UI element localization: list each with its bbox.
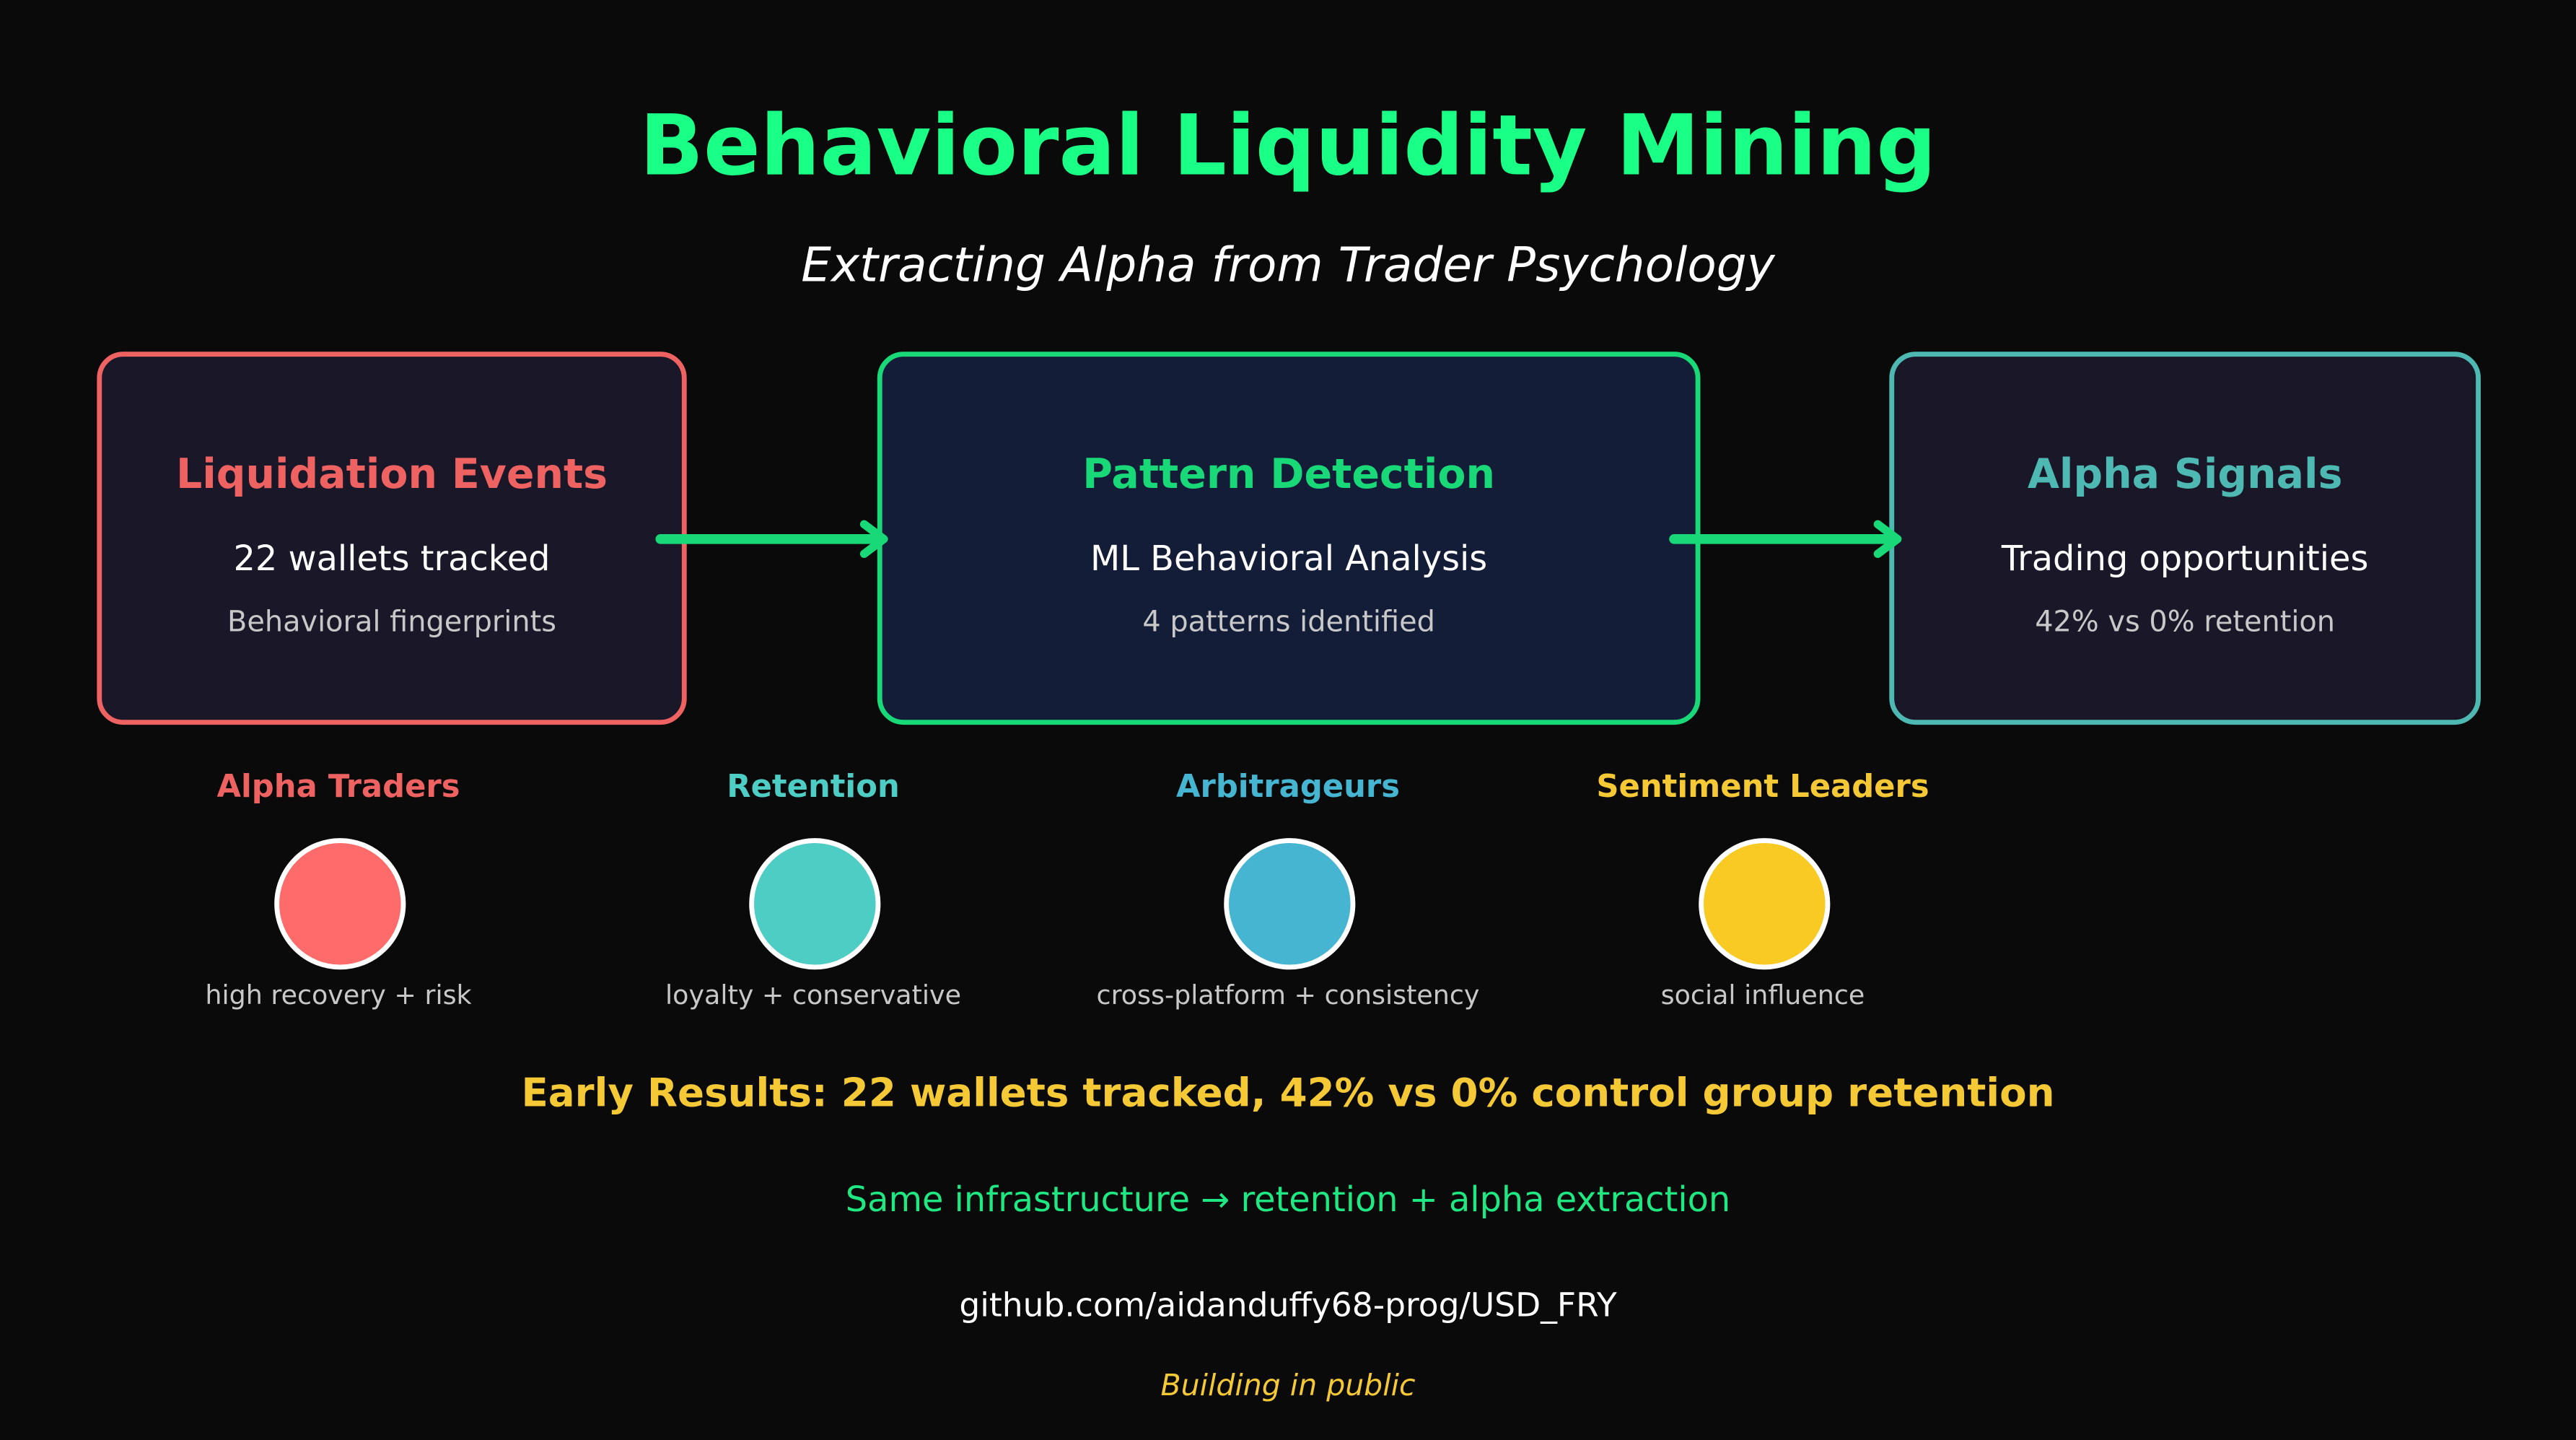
box-title: Liquidation Events bbox=[175, 450, 608, 498]
segment-label-arbitrageurs: Arbitrageurs bbox=[1176, 769, 1401, 806]
segment-desc-alpha-traders: high recovery + risk bbox=[205, 979, 472, 1011]
segment-desc-arbitrageurs: cross-platform + consistency bbox=[1096, 979, 1480, 1011]
segment-label-sentiment-leaders: Sentiment Leaders bbox=[1596, 769, 1929, 806]
segment-dot-sentiment-leaders bbox=[1699, 838, 1831, 970]
segment-dot-alpha-traders bbox=[274, 838, 406, 970]
page-title: Behavioral Liquidity Mining bbox=[639, 98, 1937, 196]
infrastructure-text: Same infrastructure → retention + alpha … bbox=[845, 1179, 1731, 1220]
repo-link[interactable]: github.com/aidanduffy68-prog/USD_FRY bbox=[959, 1285, 1617, 1325]
alpha-signals-box: Alpha Signals Trading opportunities 42% … bbox=[1889, 352, 2481, 725]
arrow-right-icon bbox=[655, 520, 888, 558]
pattern-detection-box: Pattern Detection ML Behavioral Analysis… bbox=[877, 352, 1701, 725]
box-line: ML Behavioral Analysis bbox=[1090, 538, 1488, 579]
box-sub: 42% vs 0% retention bbox=[2035, 606, 2336, 640]
segment-desc-retention: loyalty + conservative bbox=[665, 979, 961, 1011]
segment-label-retention: Retention bbox=[727, 769, 900, 806]
segment-desc-sentiment-leaders: social influence bbox=[1660, 979, 1865, 1011]
building-in-public-text: Building in public bbox=[1160, 1369, 1416, 1404]
box-sub: 4 patterns identified bbox=[1142, 606, 1435, 640]
box-sub: Behavioral fingerprints bbox=[227, 606, 557, 640]
liquidation-events-box: Liquidation Events 22 wallets tracked Be… bbox=[97, 352, 687, 725]
early-results-text: Early Results: 22 wallets tracked, 42% v… bbox=[521, 1070, 2055, 1116]
box-title: Alpha Signals bbox=[2027, 450, 2343, 498]
box-line: Trading opportunities bbox=[2001, 538, 2369, 579]
segment-dot-arbitrageurs bbox=[1224, 838, 1356, 970]
segment-label-alpha-traders: Alpha Traders bbox=[216, 769, 460, 806]
segment-dot-retention bbox=[749, 838, 881, 970]
box-line: 22 wallets tracked bbox=[233, 538, 551, 579]
page-subtitle: Extracting Alpha from Trader Psychology bbox=[801, 236, 1775, 293]
arrow-right-icon bbox=[1669, 520, 1902, 558]
box-title: Pattern Detection bbox=[1082, 450, 1496, 498]
